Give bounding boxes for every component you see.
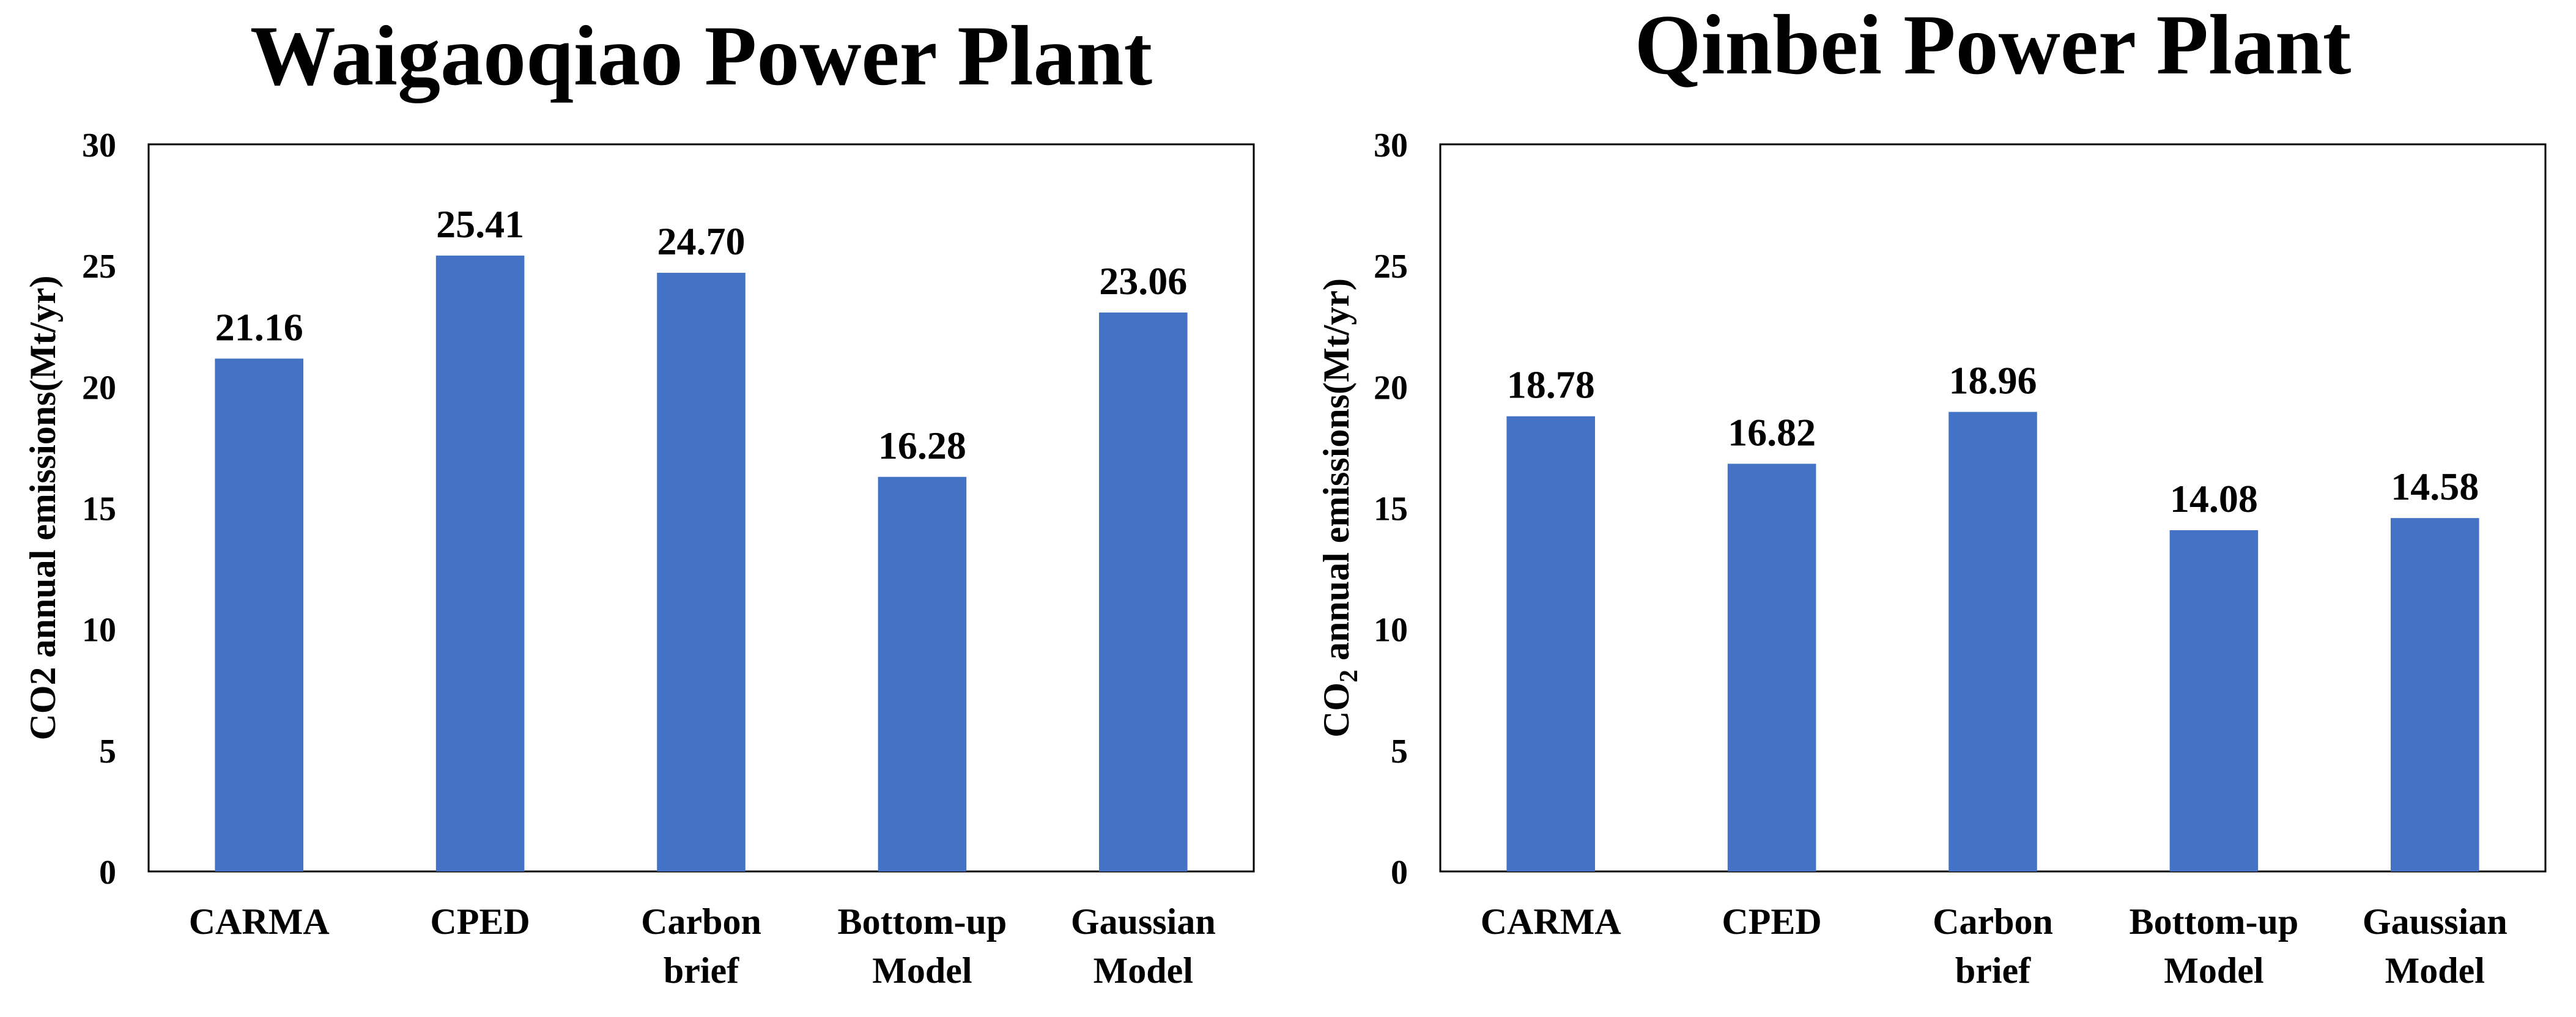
y-tick-label: 5 [99,733,116,771]
chart-title: Qinbei Power Plant [1635,0,2352,92]
bar [2169,530,2259,871]
y-tick-label: 30 [1374,127,1408,165]
bar [657,273,746,872]
y-tick-label: 25 [82,248,116,286]
bar [215,358,303,871]
data-label: 14.58 [2391,465,2479,508]
y-tick-label: 10 [82,612,116,649]
x-tick-label: Gaussian Model [1071,901,1216,991]
chart-title: Waigaoqiao Power Plant [250,9,1152,103]
data-label: 14.08 [2170,477,2258,520]
y-tick-label: 20 [82,369,116,407]
x-tick-label: Bottom-up Model [838,901,1007,991]
x-tick-label: CPED [430,901,530,942]
y-tick-label: 15 [82,490,116,528]
y-tick-label: 20 [1374,369,1408,407]
data-label: 16.28 [878,424,966,467]
x-tick-label: Bottom-up Model [2130,901,2299,991]
x-tick-label: CARMA [189,901,330,942]
y-tick-label: 5 [1391,733,1408,771]
bar [878,476,967,871]
chart-waigaoqiao: Waigaoqiao Power Plant 0 5 10 15 20 25 30 CO2 an… [23,9,1255,991]
y-axis-label: CO2 annual emissions(Mt/yr) [1316,278,1363,738]
y-tick-label: 10 [1374,612,1408,649]
y-tick-label: 0 [99,854,116,892]
data-label: 18.78 [1507,363,1595,407]
bar [1506,416,1595,871]
x-tick-label: CPED [1722,901,1821,942]
chart-qinbei: Qinbei Power Plant 0 5 10 15 20 25 30 CO2 annual… [1316,0,2547,991]
y-tick-label: 15 [1374,490,1408,528]
y-tick-label: 30 [82,127,116,165]
bar [1949,412,2037,871]
y-axis-label: CO2 annual emissions(Mt/yr) [23,275,63,740]
y-tick-label: 0 [1391,854,1408,892]
data-label: 25.41 [436,202,524,246]
x-tick-label: Gaussian Model [2363,901,2508,991]
x-tick-label: Carbon brief [1933,901,2053,991]
data-label: 18.96 [1949,359,2037,402]
bar [1727,464,1816,871]
data-label: 16.82 [1728,410,1816,454]
data-label: 24.70 [657,220,746,263]
bar [2391,518,2479,871]
bar [1099,312,1188,872]
bar [435,255,525,871]
data-label: 21.16 [215,305,303,349]
x-tick-label: Carbon brief [641,901,761,991]
data-label: 23.06 [1099,259,1187,303]
x-tick-label: CARMA [1481,901,1621,942]
y-tick-label: 25 [1374,248,1408,286]
